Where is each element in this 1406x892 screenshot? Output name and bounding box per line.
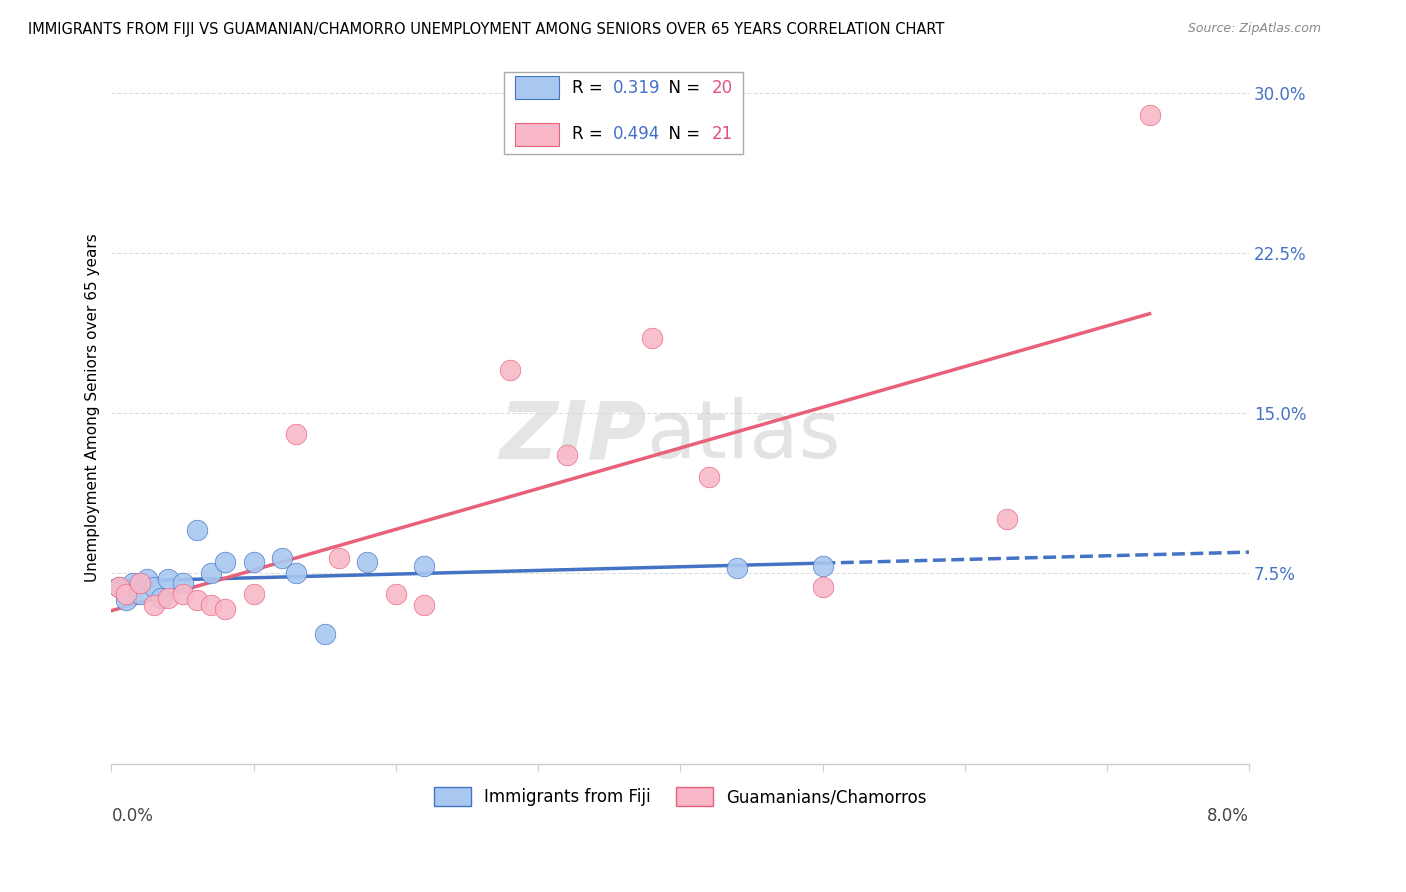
Point <box>413 559 436 574</box>
Point <box>271 550 294 565</box>
Point <box>150 591 173 606</box>
Point <box>157 572 180 586</box>
Point <box>285 566 308 580</box>
Text: 0.0%: 0.0% <box>111 807 153 825</box>
Text: Source: ZipAtlas.com: Source: ZipAtlas.com <box>1188 22 1322 36</box>
Text: N =: N = <box>658 125 704 144</box>
Y-axis label: Unemployment Among Seniors over 65 years: Unemployment Among Seniors over 65 years <box>86 233 100 582</box>
Point <box>200 598 222 612</box>
Text: 0.319: 0.319 <box>613 78 661 97</box>
Text: IMMIGRANTS FROM FIJI VS GUAMANIAN/CHAMORRO UNEMPLOYMENT AMONG SENIORS OVER 65 YE: IMMIGRANTS FROM FIJI VS GUAMANIAN/CHAMOR… <box>28 22 945 37</box>
Point <box>114 587 136 601</box>
Point <box>413 598 436 612</box>
Point <box>157 591 180 606</box>
Text: atlas: atlas <box>647 397 841 475</box>
Text: N =: N = <box>658 78 704 97</box>
Text: 0.494: 0.494 <box>613 125 661 144</box>
Point <box>172 576 194 591</box>
Point <box>285 427 308 442</box>
Text: 8.0%: 8.0% <box>1208 807 1249 825</box>
Bar <box>516 77 558 99</box>
Point <box>314 627 336 641</box>
Bar <box>516 123 558 145</box>
Bar <box>503 72 742 154</box>
Point <box>107 581 129 595</box>
Point <box>143 598 166 612</box>
Text: 21: 21 <box>713 125 734 144</box>
Text: 20: 20 <box>713 78 734 97</box>
Point <box>121 576 143 591</box>
Point <box>186 593 208 607</box>
Point <box>725 561 748 575</box>
Point <box>697 469 720 483</box>
Point <box>242 555 264 569</box>
Point <box>811 581 834 595</box>
Point <box>1139 107 1161 121</box>
Point <box>128 587 150 601</box>
Point <box>200 566 222 580</box>
Point <box>214 601 236 615</box>
Point <box>136 572 159 586</box>
Point <box>114 593 136 607</box>
Point <box>498 363 520 377</box>
Point <box>107 581 129 595</box>
Point <box>555 449 578 463</box>
Text: R =: R = <box>572 78 609 97</box>
Point <box>172 587 194 601</box>
Point <box>186 523 208 537</box>
Point <box>811 559 834 574</box>
Point <box>356 555 378 569</box>
Point <box>128 576 150 591</box>
Point <box>242 587 264 601</box>
Point <box>385 587 408 601</box>
Legend: Immigrants from Fiji, Guamanians/Chamorros: Immigrants from Fiji, Guamanians/Chamorr… <box>427 780 934 813</box>
Point <box>641 331 664 345</box>
Text: R =: R = <box>572 125 609 144</box>
Point <box>143 581 166 595</box>
Point <box>214 555 236 569</box>
Text: ZIP: ZIP <box>499 397 647 475</box>
Point <box>995 512 1018 526</box>
Point <box>328 550 350 565</box>
